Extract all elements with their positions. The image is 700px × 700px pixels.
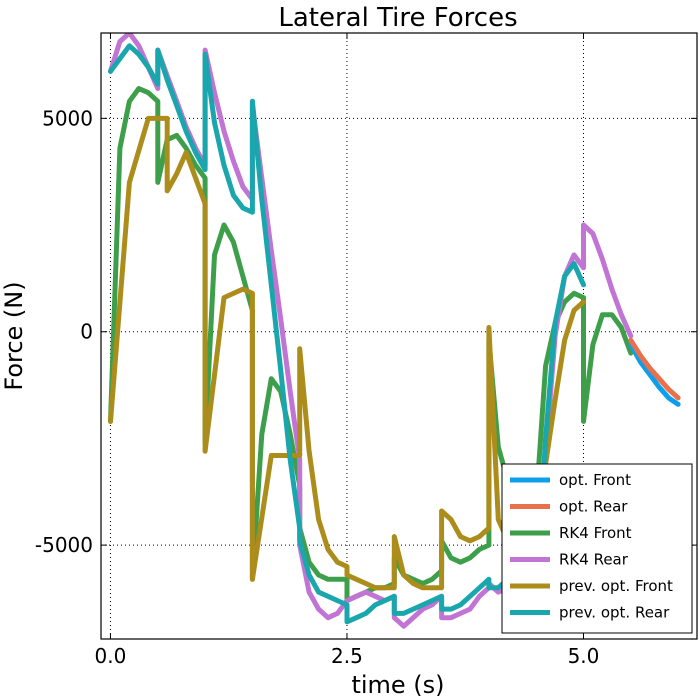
series-line-opt-front: [628, 342, 681, 407]
legend-label-opt-front: opt. Front: [559, 471, 631, 489]
y-axis-label: Force (N): [0, 281, 28, 390]
y-tick-label: 5000: [42, 106, 93, 130]
series-line-prev-opt-rear: [108, 43, 586, 625]
legend-box: [501, 463, 693, 634]
x-axis-label: time (s): [351, 671, 444, 699]
x-tick-label: 2.5: [331, 644, 363, 668]
legend-label-prev-opt-front: prev. opt. Front: [559, 577, 673, 595]
plot-frame: [100, 32, 698, 640]
y-tick-label: -5000: [35, 533, 93, 557]
legend: opt. Front opt. Rear RK4 Front RK4 Rear prev…: [501, 463, 693, 634]
legend-label-rk4-front: RK4 Front: [559, 524, 632, 542]
x-tick-label: 0.0: [95, 644, 127, 668]
legend-label-rk4-rear: RK4 Rear: [559, 551, 629, 569]
tick-layer: 0.0 2.5 5.0 -5000 0 5000: [35, 33, 697, 668]
legend-label-prev-opt-rear: prev. opt. Rear: [559, 604, 670, 622]
series-line-opt-rear: [628, 337, 681, 401]
x-tick-label: 5.0: [568, 644, 600, 668]
legend-label-opt-rear: opt. Rear: [559, 498, 628, 516]
y-tick-label: 0: [80, 320, 93, 344]
chart-title: Lateral Tire Forces: [278, 3, 517, 33]
